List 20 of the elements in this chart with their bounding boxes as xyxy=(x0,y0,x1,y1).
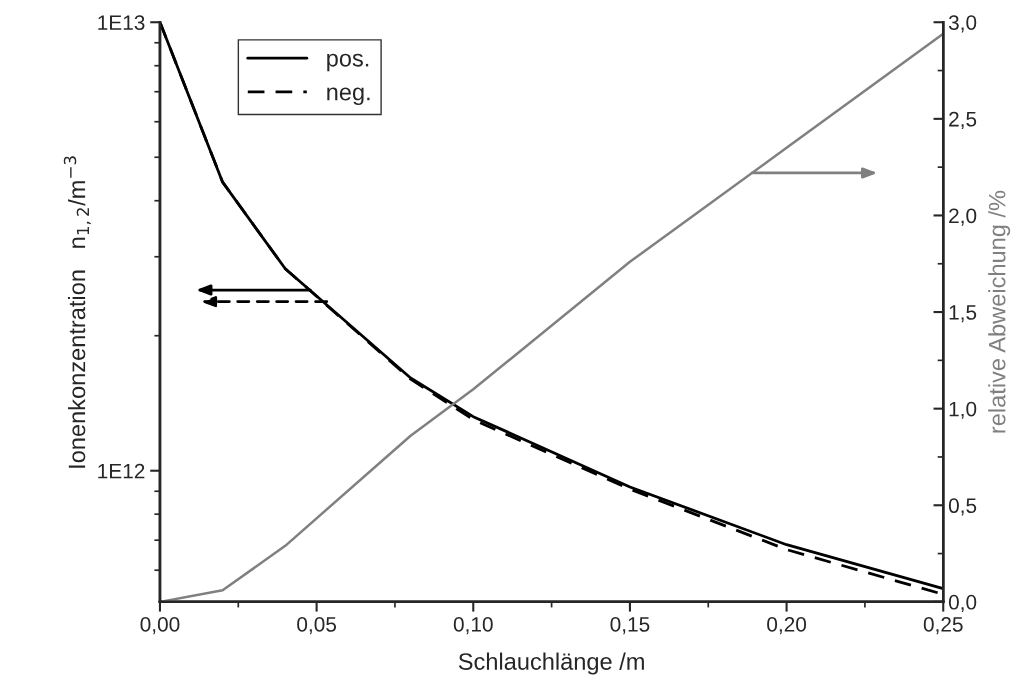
x-tick-label: 0,25 xyxy=(923,617,963,635)
y2-tick-label: 1,0 xyxy=(949,401,977,419)
y-tick-label: 1E13 xyxy=(98,15,145,30)
y2-axis-title: relative Abweichung /% xyxy=(988,190,1011,433)
legend-label: pos. xyxy=(327,53,369,72)
x-tick-label: 0,20 xyxy=(767,617,807,635)
x-tick-label: 0,00 xyxy=(140,617,180,635)
x-tick-label: 0,10 xyxy=(453,617,493,635)
y-axis-title: Ionenkonzentration n$_{1,2}$/m$^{−3}$ xyxy=(63,156,91,468)
y2-tick-label: 2,0 xyxy=(949,208,977,226)
y2-tick-label: 0,0 xyxy=(948,594,977,613)
y-tick-label: 1E12 xyxy=(98,463,145,479)
legend-label: neg. xyxy=(327,87,370,106)
x-tick-label: 0,15 xyxy=(610,617,650,635)
y2-tick-label: 3,0 xyxy=(948,15,977,33)
x-tick-label: 0,05 xyxy=(297,617,337,635)
y2-tick-label: 1,5 xyxy=(949,305,977,323)
y2-tick-label: 0,5 xyxy=(948,498,977,516)
x-axis-title: Schlauchlänge /m xyxy=(458,652,644,675)
y2-tick-label: 2,5 xyxy=(949,111,977,130)
